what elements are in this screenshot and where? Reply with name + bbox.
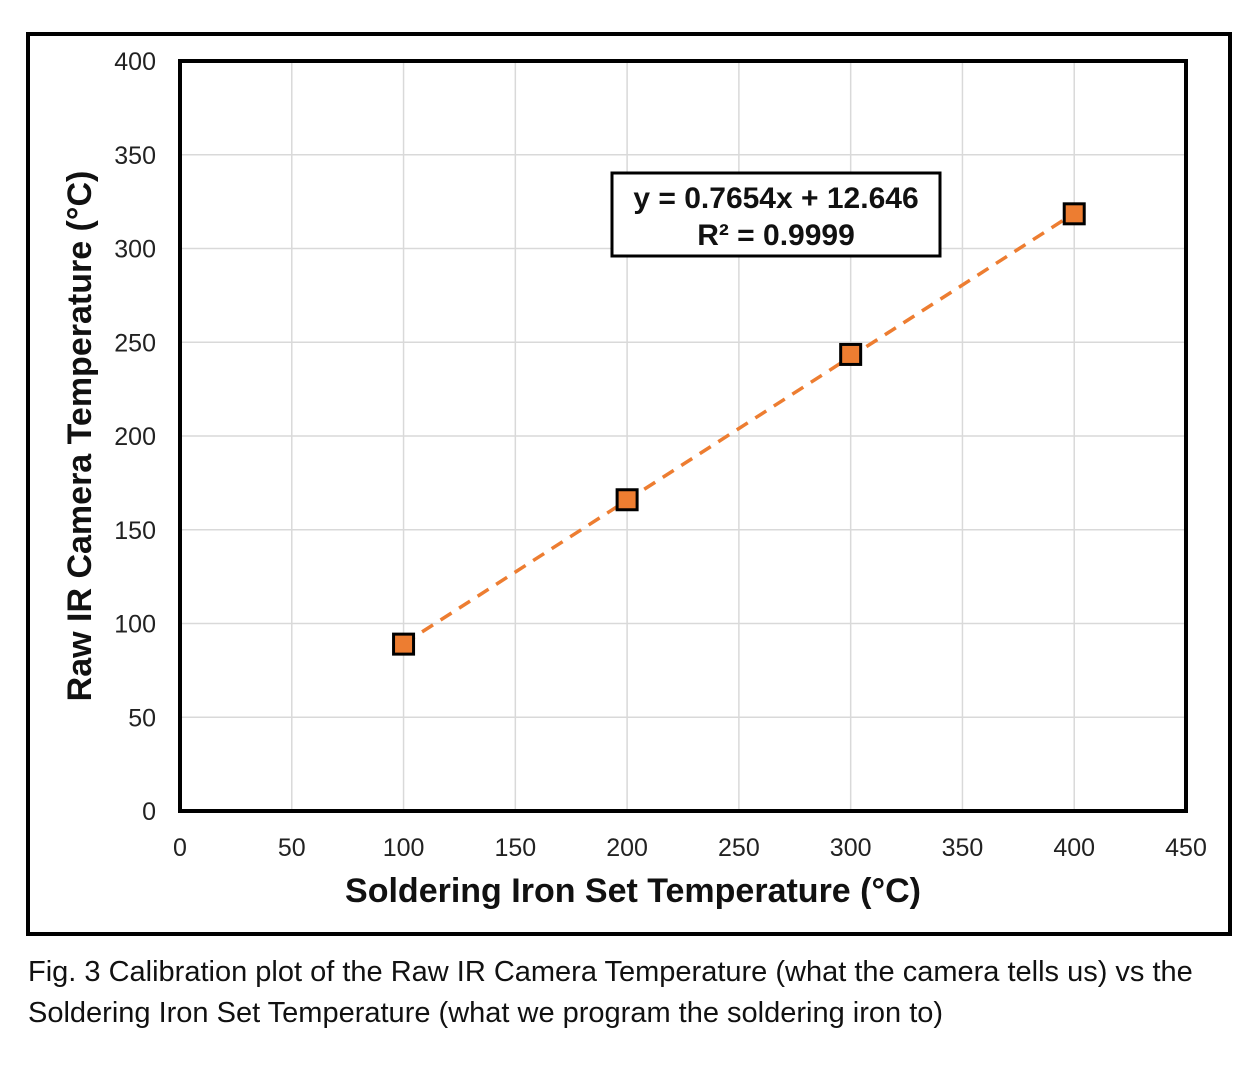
chart-svg: 0 50 100 150 200 250 300 350 400 450 0 50 100 150 200 2… [61, 48, 1207, 910]
data-points [392, 202, 1086, 656]
x-tick-label: 0 [173, 834, 187, 862]
trendline-r-squared: R² = 0.9999 [697, 219, 855, 252]
plot-border [178, 59, 1188, 813]
data-point [1062, 202, 1086, 226]
x-axis-title: Soldering Iron Set Temperature (°C) [345, 872, 921, 910]
y-tick-label: 250 [114, 329, 156, 357]
y-tick-label: 150 [114, 517, 156, 545]
y-tick-label: 350 [114, 142, 156, 170]
y-tick-label: 300 [114, 236, 156, 264]
x-tick-label: 350 [942, 834, 984, 862]
chart-frame: 0 50 100 150 200 250 300 350 400 450 0 50 100 150 200 2… [26, 32, 1232, 936]
y-tick-label: 50 [128, 704, 156, 732]
trendline [402, 211, 1076, 646]
trendline-equation: y = 0.7654x + 12.646 [633, 182, 918, 215]
y-tick-label: 0 [142, 798, 156, 826]
x-tick-label: 300 [830, 834, 872, 862]
x-tick-label: 100 [383, 834, 425, 862]
y-tick-label: 100 [114, 611, 156, 639]
x-tick-label: 400 [1053, 834, 1095, 862]
x-tick-label: 250 [718, 834, 760, 862]
x-tick-label: 450 [1165, 834, 1207, 862]
y-tick-label: 200 [114, 423, 156, 451]
x-tick-label: 150 [494, 834, 536, 862]
x-tick-label: 200 [606, 834, 648, 862]
x-tick-label: 50 [278, 834, 306, 862]
data-point [615, 488, 639, 512]
y-tick-label: 400 [114, 48, 156, 76]
data-point [839, 342, 863, 366]
equation-box [610, 171, 942, 258]
tick-labels: 0 50 100 150 200 250 300 350 400 450 0 50 100 150 200 2… [114, 48, 1207, 862]
data-point [392, 632, 416, 656]
figure-caption: Fig. 3 Calibration plot of the Raw IR Ca… [28, 956, 1193, 1029]
y-axis-title: Raw IR Camera Temperature (°C) [61, 171, 99, 702]
